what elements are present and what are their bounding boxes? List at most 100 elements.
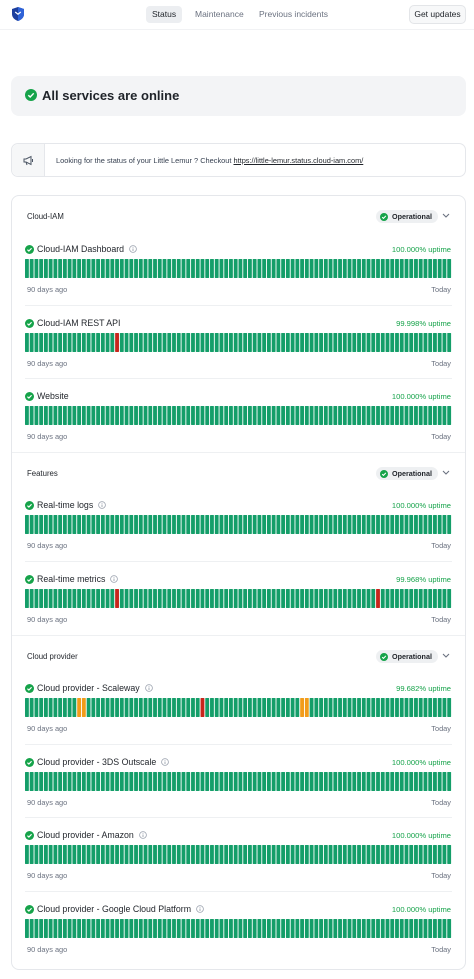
uptime-day-up[interactable] bbox=[129, 333, 134, 352]
uptime-day-up[interactable] bbox=[34, 406, 39, 425]
uptime-day-up[interactable] bbox=[295, 772, 300, 791]
uptime-day-up[interactable] bbox=[281, 919, 286, 938]
uptime-day-up[interactable] bbox=[380, 845, 385, 864]
uptime-day-up[interactable] bbox=[129, 845, 134, 864]
uptime-day-up[interactable] bbox=[176, 698, 181, 717]
uptime-day-up[interactable] bbox=[219, 333, 224, 352]
uptime-day-up[interactable] bbox=[205, 515, 210, 534]
uptime-day-up[interactable] bbox=[67, 515, 72, 534]
uptime-day-up[interactable] bbox=[100, 259, 105, 278]
uptime-day-up[interactable] bbox=[347, 919, 352, 938]
uptime-day-up[interactable] bbox=[205, 772, 210, 791]
uptime-day-up[interactable] bbox=[195, 515, 200, 534]
uptime-day-up[interactable] bbox=[58, 515, 63, 534]
uptime-day-up[interactable] bbox=[328, 259, 333, 278]
uptime-day-up[interactable] bbox=[290, 698, 295, 717]
uptime-day-up[interactable] bbox=[148, 259, 153, 278]
uptime-day-up[interactable] bbox=[347, 698, 352, 717]
uptime-day-up[interactable] bbox=[395, 259, 399, 278]
uptime-day-up[interactable] bbox=[428, 698, 433, 717]
uptime-day-up[interactable] bbox=[328, 406, 333, 425]
uptime-day-up[interactable] bbox=[39, 845, 44, 864]
uptime-day-up[interactable] bbox=[442, 589, 447, 608]
uptime-day-up[interactable] bbox=[134, 406, 138, 425]
uptime-day-up[interactable] bbox=[252, 845, 257, 864]
uptime-day-up[interactable] bbox=[385, 333, 390, 352]
uptime-day-up[interactable] bbox=[361, 772, 366, 791]
uptime-day-up[interactable] bbox=[110, 772, 115, 791]
uptime-day-up[interactable] bbox=[371, 845, 376, 864]
uptime-day-up[interactable] bbox=[191, 919, 195, 938]
uptime-day-up[interactable] bbox=[300, 259, 305, 278]
uptime-day-up[interactable] bbox=[447, 333, 452, 352]
uptime-day-up[interactable] bbox=[43, 845, 48, 864]
uptime-day-up[interactable] bbox=[153, 259, 157, 278]
uptime-day-up[interactable] bbox=[91, 845, 96, 864]
uptime-day-up[interactable] bbox=[352, 333, 357, 352]
uptime-day-up[interactable] bbox=[314, 333, 319, 352]
uptime-day-up[interactable] bbox=[81, 333, 86, 352]
uptime-day-up[interactable] bbox=[257, 333, 262, 352]
uptime-day-up[interactable] bbox=[243, 259, 248, 278]
uptime-day-up[interactable] bbox=[309, 515, 314, 534]
uptime-day-up[interactable] bbox=[25, 259, 29, 278]
uptime-day-up[interactable] bbox=[357, 406, 361, 425]
uptime-day-up[interactable] bbox=[176, 772, 181, 791]
get-updates-button[interactable]: Get updates bbox=[409, 5, 466, 24]
uptime-day-up[interactable] bbox=[48, 919, 53, 938]
uptime-day-up[interactable] bbox=[134, 589, 138, 608]
uptime-day-up[interactable] bbox=[153, 698, 157, 717]
uptime-day-up[interactable] bbox=[414, 772, 418, 791]
uptime-day-up[interactable] bbox=[399, 333, 404, 352]
uptime-day-up[interactable] bbox=[129, 589, 134, 608]
uptime-day-up[interactable] bbox=[238, 589, 243, 608]
uptime-day-up[interactable] bbox=[124, 698, 129, 717]
uptime-day-up[interactable] bbox=[43, 406, 48, 425]
uptime-day-up[interactable] bbox=[333, 589, 338, 608]
uptime-day-up[interactable] bbox=[172, 406, 176, 425]
uptime-day-up[interactable] bbox=[214, 406, 219, 425]
uptime-day-up[interactable] bbox=[172, 772, 176, 791]
uptime-day-up[interactable] bbox=[409, 845, 414, 864]
uptime-day-up[interactable] bbox=[380, 919, 385, 938]
uptime-day-up[interactable] bbox=[186, 406, 191, 425]
uptime-day-up[interactable] bbox=[210, 589, 214, 608]
uptime-day-up[interactable] bbox=[380, 698, 385, 717]
uptime-day-up[interactable] bbox=[153, 919, 157, 938]
uptime-day-up[interactable] bbox=[233, 698, 238, 717]
uptime-day-up[interactable] bbox=[285, 698, 290, 717]
uptime-day-up[interactable] bbox=[77, 772, 82, 791]
uptime-day-up[interactable] bbox=[86, 406, 91, 425]
uptime-day-up[interactable] bbox=[238, 406, 243, 425]
uptime-day-up[interactable] bbox=[262, 406, 267, 425]
uptime-day-up[interactable] bbox=[110, 919, 115, 938]
uptime-day-up[interactable] bbox=[176, 589, 181, 608]
uptime-day-up[interactable] bbox=[191, 772, 195, 791]
uptime-day-up[interactable] bbox=[319, 698, 323, 717]
uptime-day-up[interactable] bbox=[390, 698, 395, 717]
uptime-day-up[interactable] bbox=[138, 589, 143, 608]
info-icon[interactable] bbox=[98, 501, 107, 509]
uptime-day-up[interactable] bbox=[290, 845, 295, 864]
uptime-day-up[interactable] bbox=[167, 259, 172, 278]
uptime-day-up[interactable] bbox=[77, 845, 82, 864]
uptime-day-up[interactable] bbox=[442, 845, 447, 864]
uptime-day-up[interactable] bbox=[119, 406, 124, 425]
uptime-day-up[interactable] bbox=[266, 333, 271, 352]
uptime-day-up[interactable] bbox=[153, 406, 157, 425]
uptime-day-up[interactable] bbox=[357, 515, 361, 534]
uptime-day-up[interactable] bbox=[48, 698, 53, 717]
uptime-day-up[interactable] bbox=[357, 259, 361, 278]
uptime-day-up[interactable] bbox=[290, 589, 295, 608]
uptime-day-up[interactable] bbox=[357, 333, 361, 352]
uptime-day-up[interactable] bbox=[62, 589, 67, 608]
uptime-day-up[interactable] bbox=[238, 259, 243, 278]
uptime-day-up[interactable] bbox=[153, 845, 157, 864]
uptime-day-up[interactable] bbox=[290, 919, 295, 938]
uptime-day-up[interactable] bbox=[224, 698, 229, 717]
uptime-day-up[interactable] bbox=[124, 406, 129, 425]
uptime-day-up[interactable] bbox=[91, 333, 96, 352]
uptime-day-up[interactable] bbox=[423, 698, 428, 717]
uptime-day-up[interactable] bbox=[195, 919, 200, 938]
uptime-day-up[interactable] bbox=[266, 919, 271, 938]
